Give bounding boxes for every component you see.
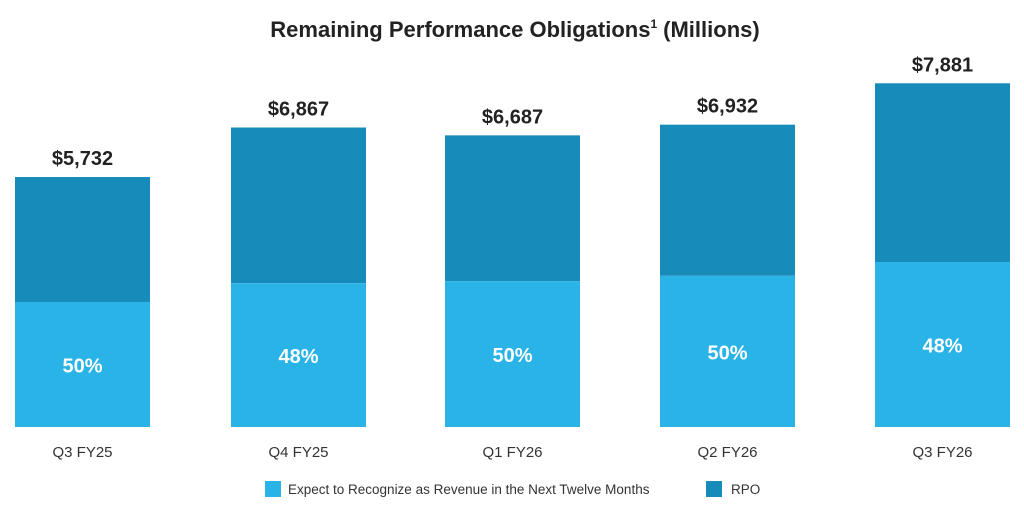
bar-rpo bbox=[660, 124, 795, 276]
bar-ntm bbox=[15, 302, 150, 427]
total-label: $7,881 bbox=[912, 54, 973, 76]
title-suffix: (Millions) bbox=[663, 17, 760, 42]
legend-swatch-ntm bbox=[265, 481, 281, 497]
category-label: Q3 FY26 bbox=[912, 444, 972, 461]
title-main: Remaining Performance Obligations bbox=[270, 17, 650, 42]
bar-ntm bbox=[660, 275, 795, 427]
category-label: Q2 FY26 bbox=[697, 444, 757, 461]
legend-label-rpo: RPO bbox=[731, 482, 760, 497]
legend-label-ntm: Expect to Recognize as Revenue in the Ne… bbox=[288, 482, 650, 497]
title-superscript: 1 bbox=[650, 17, 657, 31]
percent-label: 48% bbox=[922, 336, 962, 358]
bar-ntm bbox=[445, 281, 580, 427]
chart-title: Remaining Performance Obligations1 (Milli… bbox=[270, 17, 759, 42]
category-label: Q4 FY25 bbox=[268, 444, 328, 461]
bar-rpo bbox=[875, 83, 1010, 263]
bar-rpo bbox=[15, 177, 150, 302]
total-label: $5,732 bbox=[52, 148, 113, 170]
percent-label: 50% bbox=[492, 345, 532, 367]
total-label: $6,932 bbox=[697, 96, 758, 118]
bar-rpo bbox=[231, 127, 366, 284]
legend-swatch-rpo bbox=[706, 481, 722, 497]
total-label: $6,687 bbox=[482, 106, 543, 128]
bar-rpo bbox=[445, 135, 580, 282]
percent-label: 50% bbox=[707, 342, 747, 364]
bar-ntm bbox=[231, 283, 366, 427]
percent-label: 48% bbox=[278, 346, 318, 368]
bar-ntm bbox=[875, 262, 1010, 427]
category-label: Q3 FY25 bbox=[52, 444, 112, 461]
total-label: $6,867 bbox=[268, 98, 329, 120]
legend: Expect to Recognize as Revenue in the Ne… bbox=[265, 481, 760, 497]
percent-label: 50% bbox=[62, 356, 102, 378]
category-label: Q1 FY26 bbox=[482, 444, 542, 461]
